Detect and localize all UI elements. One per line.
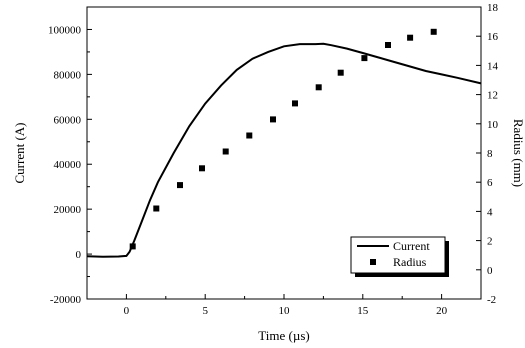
y-tick-label: 0 bbox=[76, 249, 82, 261]
radius-point bbox=[361, 55, 368, 62]
y2-tick-label: 2 bbox=[487, 236, 493, 248]
y2-tick-label: 18 bbox=[487, 2, 499, 14]
legend-square-swatch bbox=[370, 259, 376, 265]
legend-label-current: Current bbox=[393, 239, 430, 253]
left-axis: -20000 0 20000 40000 60000 80000 100000 bbox=[48, 24, 92, 306]
y2-tick-label: 12 bbox=[487, 90, 498, 102]
radius-point bbox=[430, 28, 437, 35]
legend-box bbox=[350, 236, 446, 274]
radius-series-points bbox=[129, 28, 437, 250]
y2-tick-label: 14 bbox=[487, 60, 499, 72]
y2-tick-label: 4 bbox=[487, 206, 493, 218]
radius-point bbox=[199, 165, 205, 172]
radius-point bbox=[385, 42, 391, 48]
radius-point bbox=[177, 182, 183, 189]
y-axis-title: Current (A) bbox=[12, 122, 27, 183]
y-tick-label: 20000 bbox=[54, 204, 82, 216]
right-axis: -2 0 2 4 6 8 10 12 14 16 18 bbox=[476, 2, 499, 306]
legend: Current Radius bbox=[350, 236, 449, 277]
radius-point bbox=[337, 69, 344, 76]
x-tick-label: 0 bbox=[124, 305, 130, 317]
y-tick-label: 60000 bbox=[54, 114, 82, 126]
current-series-line bbox=[86, 42, 482, 258]
radius-point bbox=[222, 148, 229, 155]
y2-tick-label: 8 bbox=[487, 148, 493, 160]
radius-point bbox=[270, 116, 276, 123]
y-tick-label: -20000 bbox=[50, 294, 82, 306]
x-tick-label: 5 bbox=[202, 305, 208, 317]
y2-tick-label: 16 bbox=[487, 31, 499, 43]
y2-tick-label: 10 bbox=[487, 119, 499, 131]
radius-point bbox=[129, 243, 136, 250]
radius-point bbox=[292, 100, 298, 107]
y-tick-label: 40000 bbox=[54, 159, 82, 171]
legend-label-radius: Radius bbox=[393, 255, 427, 269]
radius-point bbox=[407, 34, 414, 41]
radius-point bbox=[315, 84, 322, 91]
radius-point bbox=[246, 132, 253, 139]
radius-point bbox=[153, 205, 160, 212]
y-tick-label: 80000 bbox=[54, 69, 82, 81]
y-tick-label: 100000 bbox=[48, 24, 82, 36]
x-axis-title: Time (µs) bbox=[258, 328, 309, 343]
y2-tick-label: 0 bbox=[487, 265, 493, 277]
y2-tick-label: 6 bbox=[487, 177, 493, 189]
y2-axis-title: Radius (mm) bbox=[511, 119, 525, 187]
x-tick-label: 20 bbox=[436, 305, 448, 317]
x-tick-label: 15 bbox=[357, 305, 369, 317]
x-tick-label: 10 bbox=[279, 305, 291, 317]
y2-tick-label: -2 bbox=[487, 294, 496, 306]
bottom-axis: 0 5 10 15 20 bbox=[124, 294, 448, 317]
